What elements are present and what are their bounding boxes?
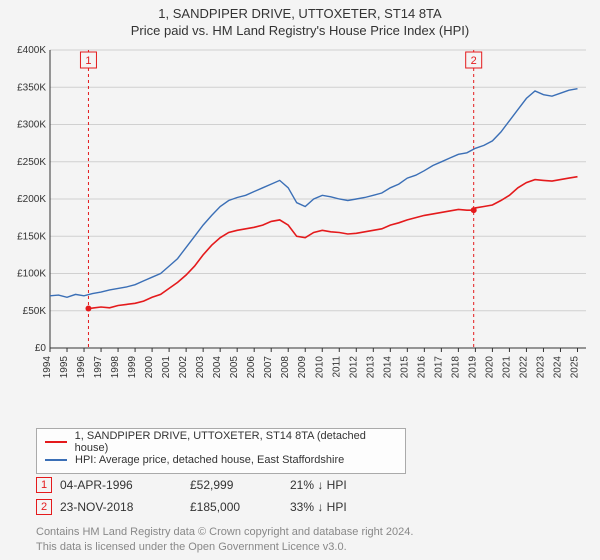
- svg-text:2: 2: [471, 55, 477, 67]
- svg-text:1995: 1995: [59, 356, 70, 379]
- chart-area: £0 £50K £100K £150K £200K £250K £300K £350K £400…: [8, 44, 592, 394]
- svg-text:£350K: £350K: [17, 82, 46, 93]
- svg-text:2015: 2015: [399, 356, 410, 379]
- sale-date: 04-APR-1996: [60, 478, 190, 492]
- svg-text:2019: 2019: [467, 356, 478, 379]
- svg-text:2011: 2011: [331, 356, 342, 378]
- svg-text:£300K: £300K: [17, 120, 46, 131]
- svg-text:2003: 2003: [195, 356, 206, 379]
- svg-text:2012: 2012: [348, 356, 359, 379]
- svg-text:2005: 2005: [229, 356, 240, 379]
- title-subtitle: Price paid vs. HM Land Registry's House …: [0, 23, 600, 38]
- svg-text:2023: 2023: [535, 356, 546, 379]
- svg-text:2002: 2002: [178, 356, 189, 379]
- footer-line: Contains HM Land Registry data © Crown c…: [36, 525, 413, 539]
- svg-text:£250K: £250K: [17, 157, 46, 168]
- sale-price: £52,999: [190, 478, 290, 492]
- sale-delta: 33% ↓ HPI: [290, 500, 347, 514]
- svg-text:2017: 2017: [433, 356, 444, 379]
- svg-text:1997: 1997: [93, 356, 104, 379]
- svg-text:2016: 2016: [416, 356, 427, 379]
- sale-price: £185,000: [190, 500, 290, 514]
- sale-row: 2 23-NOV-2018 £185,000 33% ↓ HPI: [36, 496, 347, 518]
- svg-text:1999: 1999: [127, 356, 138, 379]
- svg-text:2018: 2018: [450, 356, 461, 379]
- chart-titles: 1, SANDPIPER DRIVE, UTTOXETER, ST14 8TA …: [0, 0, 600, 38]
- svg-text:2022: 2022: [518, 356, 529, 379]
- legend-item: HPI: Average price, detached house, East…: [45, 451, 397, 469]
- svg-text:£100K: £100K: [17, 269, 46, 280]
- sales-table: 1 04-APR-1996 £52,999 21% ↓ HPI 2 23-NOV…: [36, 474, 347, 518]
- svg-text:2024: 2024: [552, 356, 563, 379]
- svg-text:2010: 2010: [314, 356, 325, 379]
- svg-text:2009: 2009: [297, 356, 308, 379]
- svg-text:2001: 2001: [161, 356, 172, 379]
- svg-text:2006: 2006: [246, 356, 257, 379]
- svg-text:£200K: £200K: [17, 194, 46, 205]
- legend-swatch: [45, 441, 67, 443]
- svg-text:£0: £0: [35, 343, 47, 354]
- sale-marker-icon: 2: [36, 499, 52, 515]
- legend-label: 1, SANDPIPER DRIVE, UTTOXETER, ST14 8TA …: [75, 430, 397, 454]
- sale-delta: 21% ↓ HPI: [290, 478, 347, 492]
- svg-text:£150K: £150K: [17, 231, 46, 242]
- footer-line: This data is licensed under the Open Gov…: [36, 540, 413, 554]
- legend-swatch: [45, 459, 67, 461]
- svg-text:1994: 1994: [42, 356, 53, 379]
- legend-item: 1, SANDPIPER DRIVE, UTTOXETER, ST14 8TA …: [45, 433, 397, 451]
- footer-attribution: Contains HM Land Registry data © Crown c…: [36, 525, 413, 554]
- svg-text:2014: 2014: [382, 356, 393, 379]
- title-address: 1, SANDPIPER DRIVE, UTTOXETER, ST14 8TA: [0, 6, 600, 21]
- svg-text:2004: 2004: [212, 356, 223, 379]
- svg-text:2013: 2013: [365, 356, 376, 379]
- svg-text:1: 1: [85, 55, 91, 67]
- svg-text:2021: 2021: [501, 356, 512, 379]
- legend-label: HPI: Average price, detached house, East…: [75, 454, 344, 466]
- svg-text:1996: 1996: [76, 356, 87, 379]
- svg-text:2008: 2008: [280, 356, 291, 379]
- svg-text:2020: 2020: [484, 356, 495, 379]
- svg-text:£400K: £400K: [17, 45, 46, 56]
- svg-text:2007: 2007: [263, 356, 274, 379]
- svg-text:2000: 2000: [144, 356, 155, 379]
- price-chart: £0 £50K £100K £150K £200K £250K £300K £350K £400…: [8, 44, 592, 394]
- svg-text:£50K: £50K: [23, 306, 47, 317]
- svg-text:1998: 1998: [110, 356, 121, 379]
- sale-row: 1 04-APR-1996 £52,999 21% ↓ HPI: [36, 474, 347, 496]
- sale-marker-icon: 1: [36, 477, 52, 493]
- legend: 1, SANDPIPER DRIVE, UTTOXETER, ST14 8TA …: [36, 428, 406, 474]
- sale-date: 23-NOV-2018: [60, 500, 190, 514]
- svg-text:2025: 2025: [569, 356, 580, 379]
